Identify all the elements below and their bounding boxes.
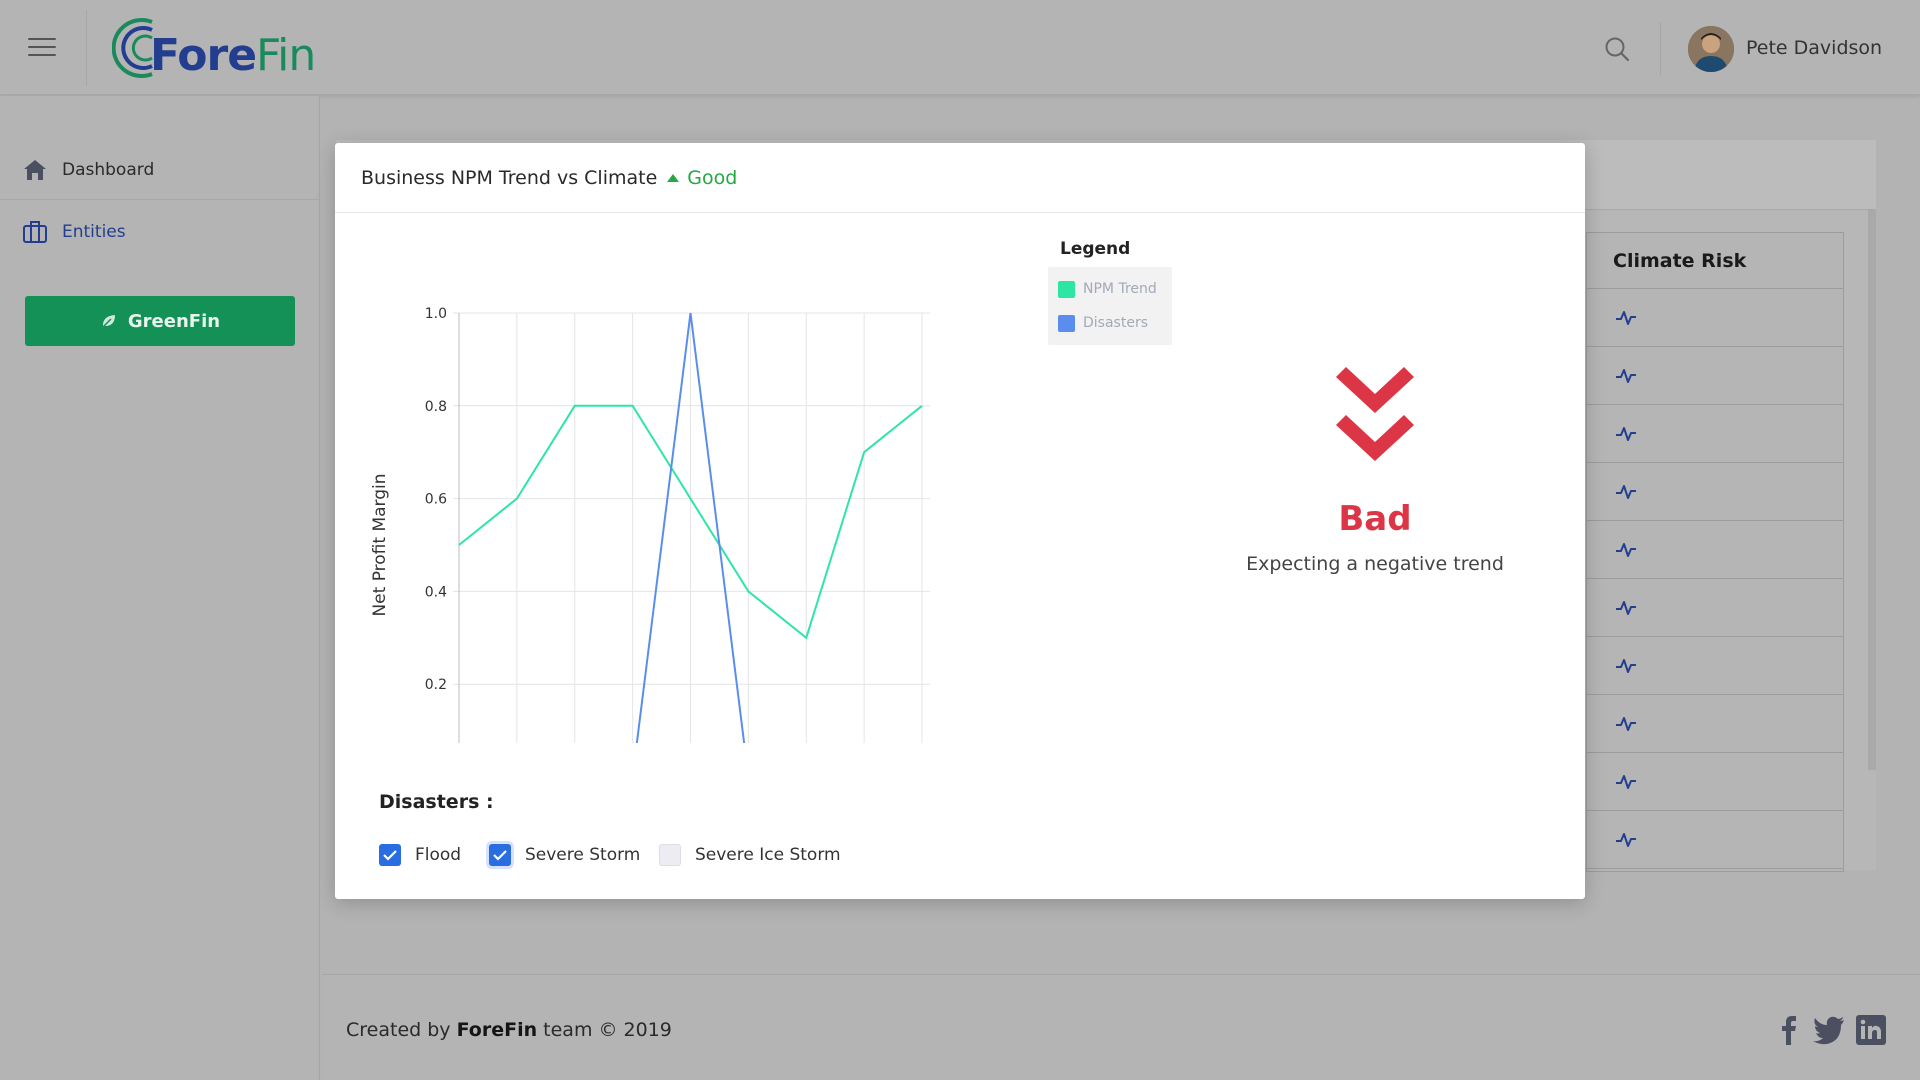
sidebar: Dashboard Entities GreenFin <box>0 96 320 1080</box>
activity-icon <box>1616 832 1636 847</box>
y-tick-label: 0.8 <box>425 399 447 415</box>
footer: Created by ForeFin team © 2019 <box>322 974 1920 1080</box>
greenfin-label: GreenFin <box>127 310 221 332</box>
chart-legend: NPM Trend Disasters <box>1048 267 1172 345</box>
y-axis-label: Net Profit Margin <box>370 473 390 616</box>
modal-title: Business NPM Trend vs Climate <box>361 166 658 189</box>
logo-arcs-icon <box>112 18 153 78</box>
sidebar-item-dashboard[interactable]: Dashboard <box>0 140 320 200</box>
footer-brand: ForeFin <box>456 1019 538 1041</box>
checkbox-severe-ice-storm[interactable]: Severe Ice Storm <box>659 844 841 866</box>
leaf-icon <box>102 315 115 328</box>
legend-item-disasters[interactable]: Disasters <box>1058 313 1148 333</box>
caret-up-icon <box>667 173 680 182</box>
logo-text: ForeFin <box>150 30 316 81</box>
search-icon[interactable] <box>1604 36 1630 62</box>
sidebar-item-label: Dashboard <box>62 159 155 180</box>
greenfin-button[interactable]: GreenFin <box>25 296 295 346</box>
legend-label: Disasters <box>1083 315 1148 331</box>
verdict-subtitle: Expecting a negative trend <box>1246 553 1504 575</box>
checkbox-severe-ice-storm-box[interactable] <box>659 844 681 866</box>
activity-icon <box>1616 716 1636 731</box>
activity-icon <box>1616 658 1636 673</box>
table-header-climate-risk: Climate Risk <box>1587 233 1843 289</box>
table-row[interactable] <box>1587 695 1843 753</box>
legend-label: NPM Trend <box>1083 281 1157 297</box>
facebook-icon[interactable] <box>1772 1013 1806 1047</box>
verdict-label: Bad <box>1338 499 1412 539</box>
activity-icon <box>1616 310 1636 325</box>
verdict-panel: Bad Expecting a negative trend <box>1205 363 1545 575</box>
table-row[interactable] <box>1587 405 1843 463</box>
menu-icon[interactable] <box>28 38 56 58</box>
checkbox-label: Flood <box>415 845 462 865</box>
briefcase-icon <box>23 221 47 243</box>
footer-credit: Created by ForeFin team © 2019 <box>346 1019 672 1041</box>
activity-icon <box>1616 368 1636 383</box>
table-row[interactable] <box>1587 579 1843 637</box>
climate-risk-table: Climate Risk <box>1586 232 1844 872</box>
checkbox-severe-storm-box[interactable] <box>489 844 511 866</box>
series-line-npm-trend[interactable] <box>458 404 923 640</box>
checkbox-severe-storm[interactable]: Severe Storm <box>489 844 640 866</box>
linkedin-icon[interactable] <box>1854 1013 1888 1047</box>
activity-icon <box>1616 542 1636 557</box>
table-row[interactable] <box>1587 463 1843 521</box>
y-tick-label: 0.6 <box>425 492 447 508</box>
series-line-disasters[interactable] <box>459 312 922 743</box>
checkbox-flood[interactable]: Flood <box>379 844 461 866</box>
y-tick-label: 0.4 <box>425 584 447 600</box>
y-tick-label: 0.2 <box>425 677 447 693</box>
header-divider <box>86 10 87 86</box>
logo-fin: Fin <box>256 30 316 81</box>
sidebar-item-label: Entities <box>62 222 126 242</box>
table-body <box>1587 289 1843 869</box>
logo-fore: Fore <box>150 30 257 81</box>
user-name[interactable]: Pete Davidson <box>1746 37 1883 59</box>
scrollbar[interactable] <box>1868 210 1876 770</box>
npm-trend-modal: Business NPM Trend vs Climate Good 0.00.… <box>335 143 1585 899</box>
avatar-person-icon <box>1688 26 1734 72</box>
home-icon <box>24 159 46 180</box>
checkbox-flood-box[interactable] <box>379 844 401 866</box>
table-row[interactable] <box>1587 347 1843 405</box>
table-row[interactable] <box>1587 289 1843 347</box>
disasters-title: Disasters : <box>379 791 494 813</box>
check-icon <box>383 850 397 861</box>
activity-icon <box>1616 484 1636 499</box>
activity-icon <box>1616 774 1636 789</box>
table-row[interactable] <box>1587 637 1843 695</box>
legend-item-npm-trend[interactable]: NPM Trend <box>1058 279 1157 299</box>
npm-line-chart: 0.00.20.40.60.81.02010201120122013201420… <box>370 306 930 743</box>
checkbox-label: Severe Storm <box>525 845 641 865</box>
table-row[interactable] <box>1587 811 1843 869</box>
app-logo[interactable]: ForeFin <box>112 12 316 84</box>
sidebar-item-entities[interactable]: Entities <box>0 202 320 262</box>
modal-header: Business NPM Trend vs Climate Good <box>335 143 1585 213</box>
table-row[interactable] <box>1587 521 1843 579</box>
legend-swatch <box>1058 280 1075 298</box>
activity-icon <box>1616 426 1636 441</box>
footer-suffix: team © 2019 <box>537 1019 672 1041</box>
twitter-icon[interactable] <box>1812 1013 1846 1047</box>
trend-status: Good <box>687 166 738 189</box>
activity-icon <box>1616 600 1636 615</box>
double-chevron-down-icon <box>1336 367 1414 461</box>
header-divider <box>1660 22 1661 76</box>
y-tick-label: 1.0 <box>425 306 447 322</box>
legend-title: Legend <box>1060 239 1131 259</box>
legend-swatch <box>1058 314 1075 332</box>
avatar[interactable] <box>1688 26 1734 72</box>
top-header: ForeFin Pete Davidson <box>0 0 1920 95</box>
check-icon <box>493 850 507 861</box>
checkbox-label: Severe Ice Storm <box>695 845 841 865</box>
table-row[interactable] <box>1587 753 1843 811</box>
footer-prefix: Created by <box>346 1019 457 1041</box>
